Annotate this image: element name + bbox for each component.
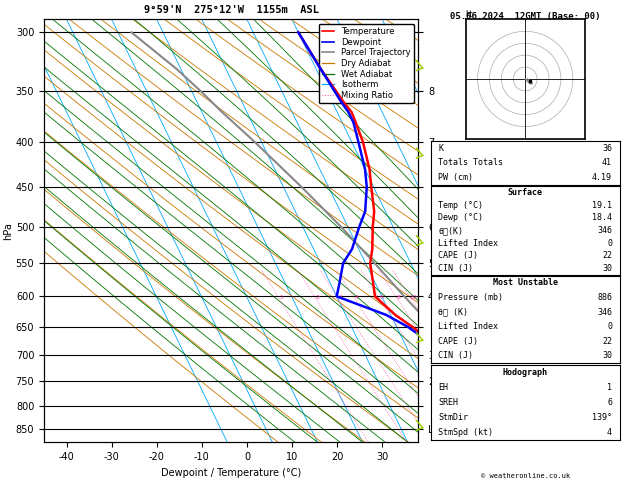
Text: 4: 4 [607,428,612,437]
Text: 9°59'N  275°12'W  1155m  ASL: 9°59'N 275°12'W 1155m ASL [143,5,319,15]
Text: Surface: Surface [508,188,543,197]
Text: 30: 30 [602,264,612,273]
Text: Lifted Index: Lifted Index [438,322,498,331]
Text: θᴄ (K): θᴄ (K) [438,308,469,316]
Text: 8: 8 [397,295,401,300]
Text: StmDir: StmDir [438,413,469,422]
Text: 3: 3 [338,295,342,300]
Text: 886: 886 [597,293,612,302]
Text: K: K [438,144,443,153]
Text: Temp (°C): Temp (°C) [438,201,484,209]
Text: © weatheronline.co.uk: © weatheronline.co.uk [481,473,570,479]
Text: 6: 6 [607,398,612,407]
Text: CAPE (J): CAPE (J) [438,251,479,260]
Text: SREH: SREH [438,398,459,407]
Y-axis label: hPa: hPa [3,222,13,240]
Text: 10: 10 [409,295,417,300]
Text: 0: 0 [607,239,612,247]
Text: 41: 41 [602,158,612,167]
Text: 1: 1 [607,382,612,392]
Text: 139°: 139° [592,413,612,422]
Text: EH: EH [438,382,448,392]
Text: PW (cm): PW (cm) [438,173,474,182]
Text: StmSpd (kt): StmSpd (kt) [438,428,493,437]
Text: 4.19: 4.19 [592,173,612,182]
Text: 30: 30 [602,351,612,360]
Text: Pressure (mb): Pressure (mb) [438,293,503,302]
Text: 36: 36 [602,144,612,153]
Text: Totals Totals: Totals Totals [438,158,503,167]
X-axis label: Dewpoint / Temperature (°C): Dewpoint / Temperature (°C) [161,468,301,478]
Text: 6: 6 [379,295,383,300]
Text: 346: 346 [597,308,612,316]
Y-axis label: km
ASL: km ASL [448,222,470,240]
Text: 18.4: 18.4 [592,213,612,222]
Text: 4: 4 [355,295,359,300]
Text: 19.1: 19.1 [592,201,612,209]
Text: CIN (J): CIN (J) [438,351,474,360]
Text: Hodograph: Hodograph [503,367,548,377]
Text: kt: kt [465,10,473,19]
Text: 0: 0 [607,322,612,331]
Text: Most Unstable: Most Unstable [493,278,558,287]
Text: 22: 22 [602,251,612,260]
Text: 22: 22 [602,337,612,346]
Text: 346: 346 [597,226,612,235]
Text: 2: 2 [316,295,320,300]
Text: CIN (J): CIN (J) [438,264,474,273]
Text: 05.06.2024  12GMT (Base: 00): 05.06.2024 12GMT (Base: 00) [450,12,601,21]
Text: CAPE (J): CAPE (J) [438,337,479,346]
Text: Lifted Index: Lifted Index [438,239,498,247]
Text: θᴄ(K): θᴄ(K) [438,226,464,235]
Legend: Temperature, Dewpoint, Parcel Trajectory, Dry Adiabat, Wet Adiabat, Isotherm, Mi: Temperature, Dewpoint, Parcel Trajectory… [319,24,414,103]
Text: 1: 1 [279,295,283,300]
Text: Dewp (°C): Dewp (°C) [438,213,484,222]
